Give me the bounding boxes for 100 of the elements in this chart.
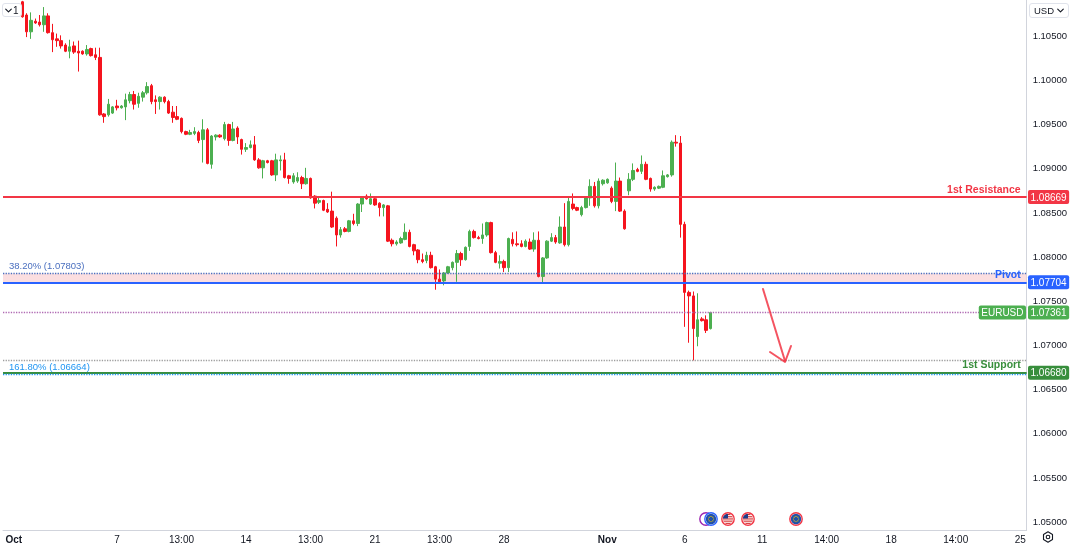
candlestick bbox=[261, 159, 265, 179]
candlestick bbox=[206, 127, 209, 165]
candlestick bbox=[507, 237, 510, 273]
candlestick bbox=[29, 11, 33, 40]
candlestick bbox=[515, 230, 519, 247]
candlestick bbox=[270, 159, 274, 177]
y-tick-label: 1.09500 bbox=[1032, 118, 1067, 130]
candlestick bbox=[472, 229, 476, 239]
y-tick-label: 1.10000 bbox=[1032, 74, 1067, 85]
candlestick bbox=[274, 153, 278, 182]
candlestick bbox=[558, 215, 562, 245]
candlestick bbox=[240, 138, 243, 156]
candlestick bbox=[696, 292, 699, 347]
y-tick-label: 1.10500 bbox=[1032, 29, 1067, 41]
annotation: 1.07704 bbox=[1030, 276, 1068, 288]
candlestick bbox=[554, 234, 557, 245]
candlestick bbox=[356, 202, 360, 227]
candlestick bbox=[89, 47, 93, 58]
candlestick bbox=[107, 98, 110, 118]
candlestick bbox=[425, 251, 428, 264]
annotation: 1 bbox=[13, 4, 19, 16]
ref-line-label: 38.20% (1.07803) bbox=[9, 260, 85, 272]
y-tick-label: 1.07500 bbox=[1032, 294, 1067, 306]
candlestick bbox=[158, 95, 162, 111]
candlestick bbox=[347, 219, 351, 233]
candlestick bbox=[528, 238, 532, 251]
x-tick-label: 6 bbox=[681, 533, 688, 545]
candlestick bbox=[218, 133, 222, 139]
candlestick bbox=[85, 44, 89, 57]
ref-line-label: Pivot bbox=[994, 267, 1022, 280]
candlestick bbox=[459, 251, 463, 267]
candlestick bbox=[614, 162, 618, 212]
candlestick bbox=[244, 142, 248, 153]
candlestick bbox=[292, 172, 295, 185]
y-axis-title: USD bbox=[1034, 5, 1055, 16]
y-tick-label: 1.08000 bbox=[1032, 250, 1067, 262]
x-tick-label: 21 bbox=[369, 533, 382, 545]
candlestick bbox=[236, 125, 239, 145]
candlestick bbox=[296, 171, 299, 184]
annotation: 1.06680 bbox=[1030, 367, 1068, 379]
candlestick bbox=[567, 196, 570, 247]
candlestick bbox=[42, 6, 46, 33]
candlestick bbox=[636, 167, 639, 173]
legend-label: EURUSD bbox=[981, 307, 1024, 319]
x-tick-label: 13:00 bbox=[427, 533, 453, 545]
candlestick bbox=[502, 259, 506, 273]
x-tick-label: Nov bbox=[597, 533, 618, 545]
candlestick bbox=[593, 181, 596, 209]
candlestick bbox=[709, 311, 712, 330]
candlestick bbox=[322, 199, 325, 212]
candlestick bbox=[68, 39, 71, 59]
candlestick bbox=[498, 254, 502, 270]
x-tick-label: 13:00 bbox=[298, 533, 324, 545]
candlestick bbox=[416, 248, 420, 264]
candlestick bbox=[468, 229, 471, 252]
candlestick bbox=[59, 34, 63, 50]
candlestick bbox=[537, 230, 540, 278]
candlestick bbox=[115, 99, 119, 111]
x-tick-label: 13:00 bbox=[168, 533, 195, 545]
candlestick bbox=[640, 154, 643, 175]
candlestick bbox=[571, 192, 575, 211]
y-tick-label: 1.09000 bbox=[1032, 162, 1067, 174]
x-tick-label: 28 bbox=[498, 533, 511, 545]
candlestick bbox=[201, 118, 205, 164]
candlestick bbox=[132, 90, 136, 111]
x-tick-label: 14 bbox=[240, 533, 253, 545]
candlestick bbox=[524, 238, 527, 248]
x-tick-label: 11 bbox=[756, 533, 768, 545]
candlestick bbox=[343, 226, 347, 233]
candlestick bbox=[464, 245, 467, 262]
y-tick-label: 1.07000 bbox=[1032, 339, 1067, 350]
candlestick bbox=[38, 14, 41, 27]
x-tick-label: 14:00 bbox=[814, 533, 840, 545]
ref-line-label: 1st Resistance bbox=[947, 182, 1021, 195]
candlestick bbox=[369, 192, 372, 206]
candlestick bbox=[661, 169, 665, 189]
candlestick bbox=[563, 202, 566, 247]
candlestick bbox=[382, 203, 385, 217]
candlestick bbox=[188, 129, 192, 136]
candlestick bbox=[532, 231, 536, 253]
candlestick bbox=[300, 175, 304, 190]
y-tick-label: 1.05500 bbox=[1032, 471, 1067, 483]
candlestick bbox=[227, 123, 231, 147]
y-tick-label: 1.06500 bbox=[1032, 383, 1067, 395]
candlestick bbox=[231, 121, 235, 142]
candlestick bbox=[197, 130, 200, 144]
y-tick-label: 1.08500 bbox=[1032, 206, 1067, 218]
candlestick bbox=[223, 121, 226, 141]
ref-line-label: 1st Support bbox=[962, 358, 1022, 371]
y-tick-label: 1.06000 bbox=[1032, 427, 1067, 439]
candlestick bbox=[352, 213, 355, 226]
candlestick bbox=[386, 204, 390, 243]
candlestick bbox=[670, 139, 674, 178]
x-tick-label: 7 bbox=[114, 533, 121, 545]
y-tick-label: 1.05000 bbox=[1032, 515, 1067, 527]
candlestick bbox=[339, 226, 342, 239]
x-tick-label: Oct bbox=[5, 533, 23, 545]
x-tick-label: 25 bbox=[1014, 533, 1027, 545]
candlestick bbox=[704, 314, 708, 334]
text: 1.07361 bbox=[1030, 307, 1068, 319]
